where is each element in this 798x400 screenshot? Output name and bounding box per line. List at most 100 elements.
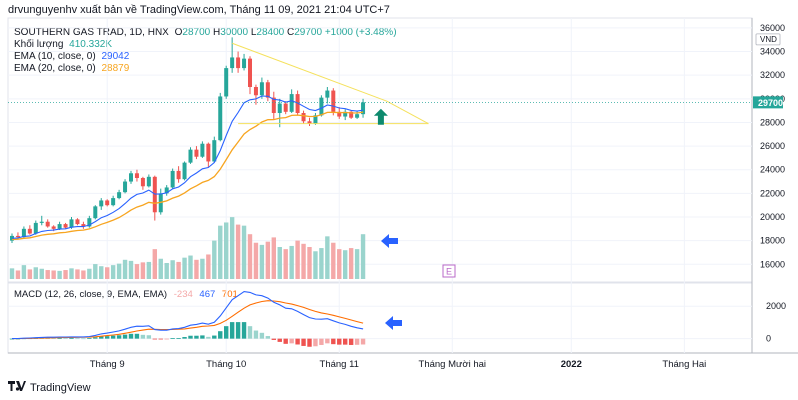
macd-histogram-bar [105,336,110,339]
price-tick-label: 22000 [760,188,785,198]
candle-body [283,103,288,112]
volume-bar [259,244,265,279]
macd-histogram-bar [271,338,276,340]
price-tick-label: 32000 [760,70,785,80]
macd-histogram-bar [224,326,229,339]
macd-tick-label: 2000 [766,301,786,311]
macd-histogram-bar [307,338,312,347]
candle-body [57,224,62,229]
volume-bar [271,237,276,279]
price-chart[interactable]: 1600018000200002200024000260002800030000… [0,0,798,380]
volume-bar [313,251,318,279]
macd-histogram-bar [110,335,116,339]
up-arrow-icon [373,108,388,125]
volume-arrow-icon [381,234,398,248]
volume-value: 410.332K [69,39,112,50]
macd-histogram-bar [99,336,104,339]
candle-body [87,218,92,227]
volume-bar [116,263,122,279]
macd-signal-value: 701 [221,289,238,300]
macd-histogram-bar [81,338,86,340]
last-price-tag [753,96,783,109]
volume-bar [307,247,312,279]
macd-histogram-bar [313,338,318,347]
macd-histogram-bar [265,336,271,339]
macd-histogram-bar [325,338,330,344]
ema10-line [11,95,364,239]
volume-bar [63,270,68,279]
macd-histogram-bar [158,338,163,340]
candle-body [343,111,348,117]
candle-body [45,221,50,227]
macd-histogram-bar [301,338,306,346]
candle-body [248,58,252,87]
volume-bar [289,245,294,279]
earnings-badge [442,264,456,278]
volume-bar [241,225,247,279]
candle-body [325,90,330,98]
ema10-label: EMA (10, close, 0) [14,51,96,62]
volume-legend: Khối lượng 410.332K [14,39,112,50]
volume-bar [348,248,354,279]
ema10-legend: EMA (10, close, 0) 29042 [14,51,129,62]
candle-body [230,57,235,69]
volume-bar [176,261,181,279]
low-value: 28400 [256,27,285,38]
candle-body [224,68,229,97]
volume-bar [15,270,21,279]
macd-line [11,291,364,340]
macd-histogram-bar [277,338,282,342]
candle-body [176,170,181,180]
macd-histogram-bar [348,338,354,345]
macd-histogram-bar [75,338,80,340]
macd-histogram-bar [176,338,181,339]
candle-body [331,90,336,112]
macd-histogram-bar [283,338,288,344]
macd-pane-border [7,282,753,354]
volume-bar [277,247,282,279]
volume-bar [212,240,217,279]
high-value: 30000 [220,27,249,38]
macd-histogram-bar [128,333,134,339]
candle-body [212,140,217,162]
volume-bar [81,270,86,279]
volume-bar [75,269,80,279]
volume-bar [57,270,62,279]
candle-body [75,219,80,225]
ema10-value: 29042 [101,51,130,62]
macd-histogram-bar [235,322,241,339]
candle-body [146,176,151,187]
candle-body [253,87,258,96]
symbol-name: SOUTHERN GAS TRAD, 1D, HNX [14,27,169,38]
macd-histogram-bar [337,338,342,345]
candle-body [218,96,223,141]
volume-bar [158,258,163,279]
candle-body [164,187,169,194]
macd-histogram-bar [188,335,193,339]
macd-histogram-bar [87,338,92,339]
tradingview-logo-icon [8,381,26,394]
earnings-badge-label: E [446,267,452,277]
volume-bar [122,259,128,279]
macd-histogram-bar [146,335,152,339]
candle-body [123,181,128,193]
volume-bar [218,225,223,279]
currency-box [755,33,781,46]
macd-histogram-bar [319,338,324,345]
last-price-tag-label: 29700 [758,98,783,108]
volume-bar [128,260,134,279]
ema20-line [11,111,364,241]
high-label: H [213,27,221,38]
macd-histogram-bar [51,338,56,339]
ema20-legend: EMA (20, close, 0) 28879 [14,63,129,74]
low-label: L [250,27,257,38]
volume-bar [9,268,15,279]
time-tick-label: Tháng 9 [90,359,125,370]
candle-body [81,224,86,227]
volume-bar [21,265,27,279]
volume-bar [182,257,187,279]
candle-body [200,143,205,157]
macd-hist-value: -234 [173,289,193,300]
footer: TradingView [8,381,91,394]
main-pane-border [7,17,753,283]
